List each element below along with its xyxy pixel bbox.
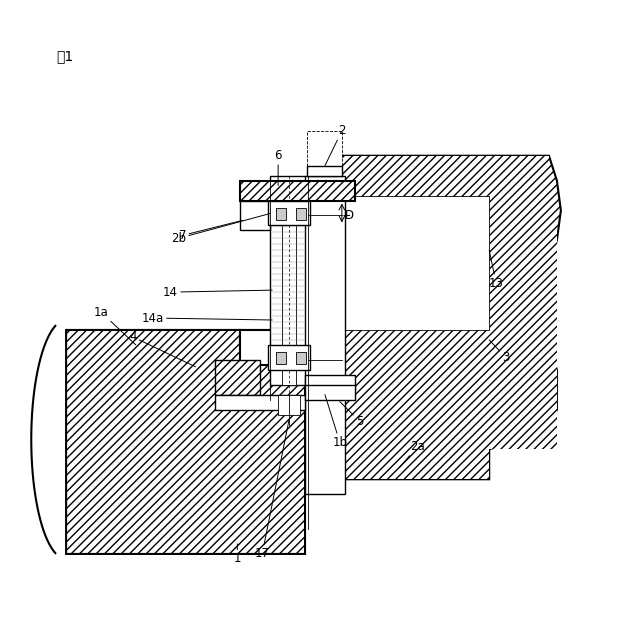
- Text: 14a: 14a: [142, 311, 272, 325]
- Text: 5: 5: [340, 402, 363, 428]
- Text: 2: 2: [325, 124, 346, 166]
- Polygon shape: [240, 330, 305, 365]
- Text: 1a: 1a: [93, 306, 136, 345]
- Polygon shape: [240, 200, 270, 230]
- Polygon shape: [215, 395, 305, 410]
- Text: 6: 6: [274, 149, 282, 186]
- Polygon shape: [342, 156, 561, 479]
- Text: 4: 4: [129, 330, 195, 367]
- Polygon shape: [240, 181, 355, 200]
- Bar: [270, 175, 308, 385]
- Bar: [307, 166, 342, 175]
- Bar: [282, 186, 296, 385]
- Polygon shape: [66, 330, 305, 554]
- Polygon shape: [215, 360, 260, 395]
- Polygon shape: [305, 375, 355, 390]
- Text: 14: 14: [163, 286, 272, 299]
- Polygon shape: [489, 196, 557, 449]
- Polygon shape: [276, 209, 286, 221]
- Polygon shape: [296, 352, 306, 364]
- Text: 1b: 1b: [325, 395, 347, 449]
- Text: 図1: 図1: [56, 49, 73, 63]
- Bar: [307, 131, 342, 166]
- Text: 1: 1: [234, 544, 241, 565]
- Polygon shape: [342, 156, 549, 196]
- Polygon shape: [268, 345, 310, 370]
- Polygon shape: [296, 209, 306, 221]
- Polygon shape: [342, 196, 489, 330]
- Text: 7: 7: [179, 221, 243, 242]
- Text: 13: 13: [489, 250, 504, 290]
- Text: D: D: [344, 209, 355, 222]
- Polygon shape: [240, 330, 305, 365]
- Polygon shape: [278, 395, 300, 415]
- Text: 3: 3: [489, 340, 510, 364]
- Polygon shape: [342, 330, 489, 479]
- Bar: [305, 175, 345, 494]
- Polygon shape: [268, 200, 310, 225]
- Text: 17: 17: [255, 420, 289, 560]
- Text: 2a: 2a: [399, 440, 425, 467]
- Text: 2b: 2b: [171, 214, 270, 245]
- Polygon shape: [276, 352, 286, 364]
- Polygon shape: [305, 385, 355, 399]
